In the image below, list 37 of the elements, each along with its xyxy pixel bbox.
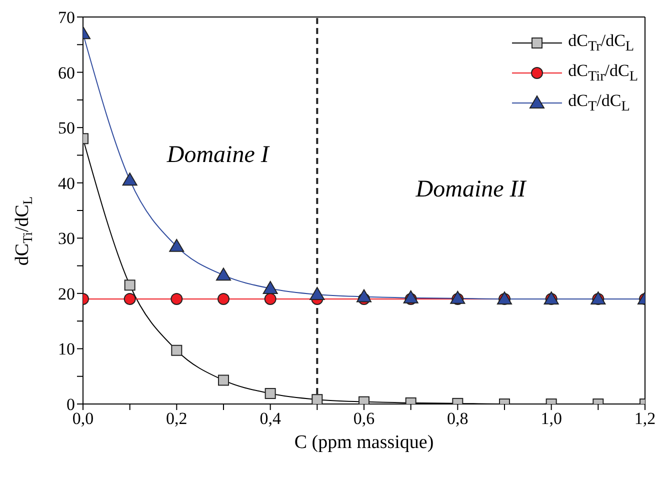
y-tick-label: 0 <box>66 395 75 414</box>
y-tick-label: 50 <box>58 118 75 138</box>
point <box>171 344 182 356</box>
y-tick-label: 20 <box>58 284 75 304</box>
point <box>310 287 325 300</box>
point <box>170 292 183 305</box>
x-tick-label: 0,2 <box>166 409 188 428</box>
y-tick-label: 60 <box>58 63 75 82</box>
y-tick-label: 40 <box>58 174 75 193</box>
legend-label: dC$_{Tir}$/dC$_{L}$ <box>568 60 638 86</box>
x-tick-label: 1,0 <box>540 409 562 428</box>
point <box>218 292 230 305</box>
x-tick-label: 0,4 <box>260 409 282 428</box>
legend-label: dC$_{T}$/dC$_{L}$ <box>568 90 630 116</box>
x-tick-label: 0,8 <box>447 409 468 428</box>
y-tick-label: 30 <box>58 229 75 248</box>
x-tick-label: 1,2 <box>634 409 656 428</box>
point <box>312 394 323 404</box>
point <box>264 388 276 399</box>
point <box>403 290 418 304</box>
point <box>216 268 231 281</box>
point <box>262 280 278 294</box>
x-axis-title: C (ppm massique) <box>294 432 434 453</box>
annotation: Domaine I <box>166 142 270 168</box>
point <box>218 374 229 386</box>
y-tick-label: 10 <box>58 340 75 359</box>
point <box>122 172 138 186</box>
x-tick-label: 0,0 <box>72 409 94 428</box>
point <box>124 292 136 305</box>
legend-label: dC$_{Tr}$/dC$_{L}$ <box>568 30 634 56</box>
point <box>356 289 372 302</box>
point <box>264 292 276 305</box>
annotation: Domaine II <box>414 176 527 203</box>
point <box>169 238 184 252</box>
point <box>124 280 136 291</box>
x-tick-label: 0,6 <box>353 409 375 428</box>
y-tick-label: 70 <box>58 8 75 28</box>
